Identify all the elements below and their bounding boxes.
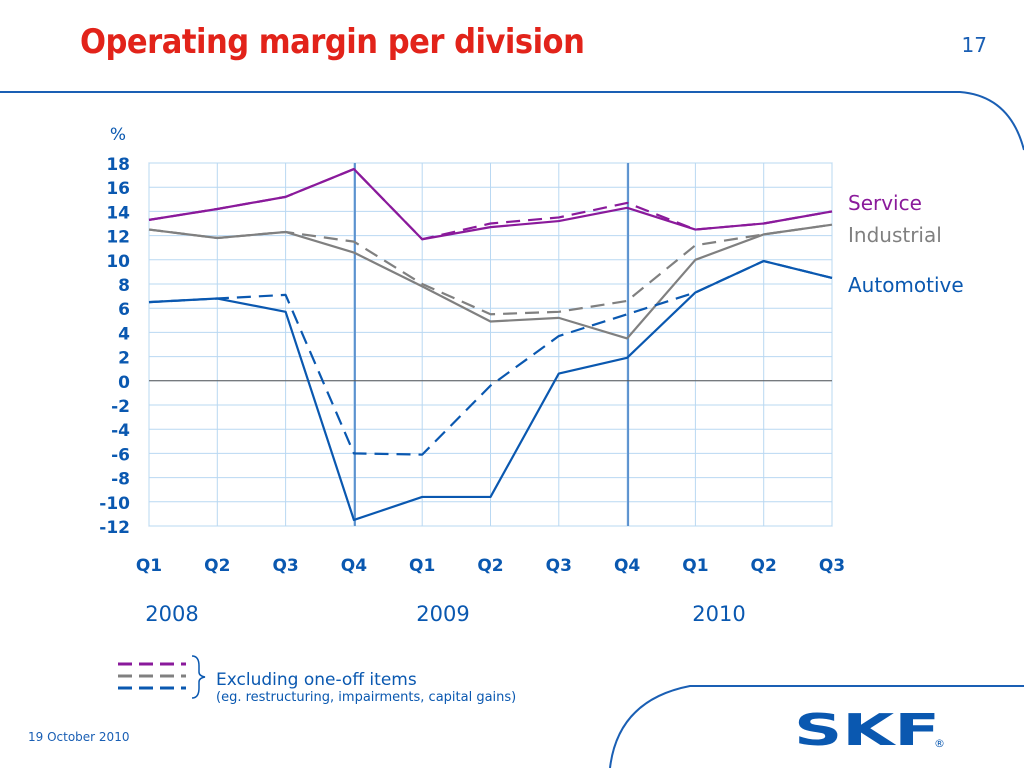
x-tick-label: Q1 [682, 556, 708, 576]
y-tick-label: 0 [118, 373, 130, 393]
x-tick-label: Q2 [751, 556, 777, 576]
y-tick-label: -12 [99, 518, 130, 538]
y-tick-label: 8 [118, 276, 130, 296]
excl-one-off-dashed-line [148, 167, 833, 241]
skf-logo-text: SKF [794, 707, 940, 751]
y-tick-label: -4 [111, 421, 130, 441]
page-title: Operating margin per division [80, 22, 585, 62]
registered-mark: ® [934, 737, 945, 750]
legend-note-main: Excluding one-off items [216, 670, 417, 690]
y-tick-label: 16 [106, 179, 130, 199]
x-tick-label: Q2 [204, 556, 230, 576]
legend-service: Service [848, 191, 922, 215]
y-axis-label: % [110, 125, 126, 145]
y-tick-label: -2 [111, 397, 130, 417]
y-tick-label: -6 [111, 445, 130, 465]
legend-note: Excluding one-off items (eg. restructuri… [216, 670, 516, 705]
legend-note-sub: (eg. restructuring, impairments, capital… [216, 690, 517, 705]
y-tick-label: 14 [106, 203, 130, 223]
x-tick-label: Q2 [477, 556, 503, 576]
legend-automotive: Automotive [848, 273, 964, 297]
x-tick-label: Q1 [409, 556, 435, 576]
x-tick-label: Q3 [819, 556, 845, 576]
y-tick-label: -10 [99, 494, 130, 514]
year-label: 2009 [416, 602, 469, 626]
y-tick-label: 10 [106, 252, 130, 272]
x-tick-label: Q1 [136, 556, 162, 576]
year-label: 2008 [145, 602, 198, 626]
page-number: 17 [961, 33, 987, 57]
y-tick-label: 4 [118, 324, 130, 344]
y-tick-label: 6 [118, 300, 130, 320]
y-tick-label: 2 [118, 349, 130, 369]
y-tick-label: 18 [106, 155, 130, 175]
x-tick-label: Q4 [341, 556, 367, 576]
x-tick-label: Q3 [272, 556, 298, 576]
legend-industrial: Industrial [848, 223, 942, 247]
excl-one-off-dashed-line [148, 259, 833, 456]
footer-date: 19 October 2010 [28, 730, 130, 744]
x-tick-label: Q3 [546, 556, 572, 576]
skf-logo: SKF ® [794, 707, 945, 751]
year-label: 2010 [692, 602, 745, 626]
x-tick-label: Q4 [614, 556, 640, 576]
y-tick-label: -8 [111, 470, 130, 490]
y-tick-label: 12 [106, 228, 130, 248]
excl-one-off-dashed-line [148, 223, 833, 316]
